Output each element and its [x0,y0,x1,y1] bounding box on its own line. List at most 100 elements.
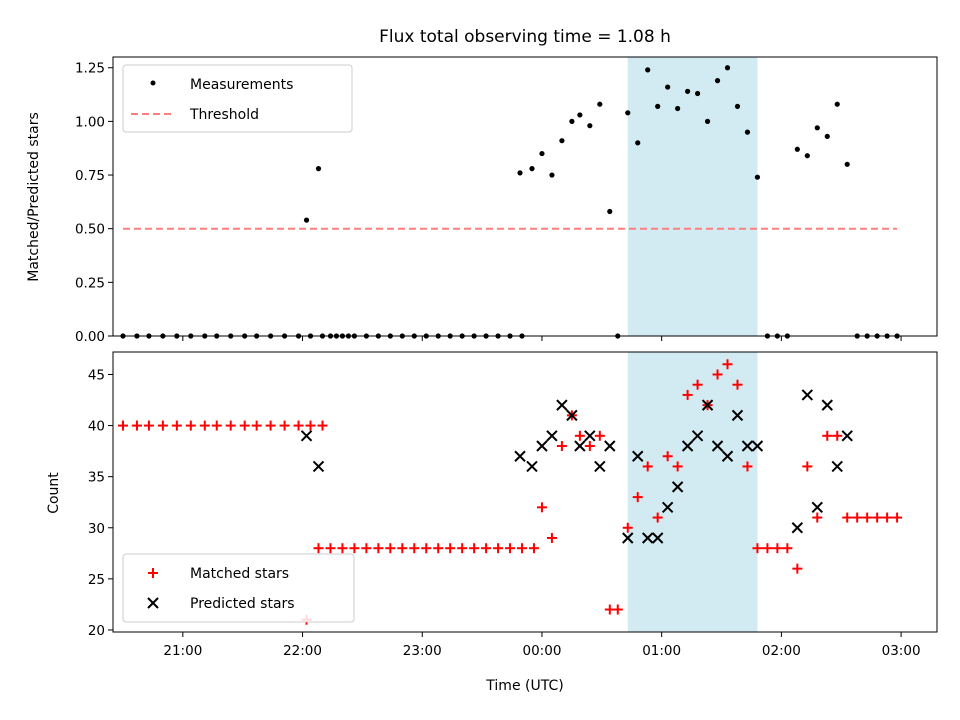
predicted-stars-point [604,440,616,452]
measurement-point [714,78,721,84]
predicted-stars-point [566,409,578,422]
measurement-point [704,118,711,124]
predicted-x-b [741,440,754,452]
predicted-x-b [721,450,734,462]
matched-stars-point [157,420,168,431]
matched-stars-point [642,461,653,472]
predicted-stars-point [514,450,526,462]
bottom-y-ticks: 20 25 30 35 40 45 [88,367,113,639]
x-tick-label: 23:00 [403,643,442,659]
predicted-stars-point [841,430,853,442]
matched-stars-point [682,389,693,400]
predicted-stars-point [671,481,684,493]
measurement-point [834,101,840,107]
bottom-axes-frame [112,351,938,633]
measurement-point [754,174,761,180]
matched-stars-point [732,379,743,390]
bottom-panel: 20 25 30 35 40 45 21:00 22:00 23:00 00:00 01:00 02… [46,351,938,694]
matched-stars-point [652,512,663,523]
predicted-x-b [751,440,764,452]
matched-stars-point [792,563,803,574]
matched-stars-point [211,420,222,431]
legend-matched-marker [148,568,158,578]
legend-matched-label: Matched stars [190,566,289,582]
matched-stars-point [672,461,683,472]
matched-stars-point [457,543,468,554]
matched-stars-point [117,420,128,431]
matched-stars-point [622,522,633,533]
predicted-x-b [821,399,833,411]
predicted-x-b [514,450,526,462]
matched-stars-point [313,543,324,554]
bottom-legend-box [122,553,355,623]
matched-stars-point [782,543,793,554]
matched-stars-point [349,543,360,554]
predicted-x-b [791,522,804,534]
matched-stars-point [517,543,528,554]
legend-measurements-marker [150,80,156,86]
measurement-point [549,172,555,178]
matched-stars-point [251,420,262,431]
predicted-x-b [691,430,704,442]
matched-stars-point [862,512,873,523]
measurement-point [635,140,641,146]
matched-stars-point [305,420,316,431]
top-legend-box [122,64,353,133]
predicted-x-b [641,532,654,544]
matched-stars-point [802,461,813,472]
matched-stars-point [822,430,833,441]
predicted-stars-point [536,440,548,452]
measurement-point [645,67,651,73]
y-tick-label: 30 [88,521,105,537]
predicted-x-b [711,440,724,452]
matched-stars-point [199,420,210,431]
predicted-stars-point [651,532,664,544]
measurement-point [607,208,613,215]
matched-stars-point [317,420,328,431]
matched-stars-point [493,543,504,554]
measurement-point [559,138,565,144]
top-x-ticks [182,336,902,341]
measurement-point [665,84,671,90]
matched-stars-point [662,451,673,462]
top-span [627,57,758,336]
y-tick-label: 0.50 [75,222,105,238]
legend-measurements-label: Measurements [190,77,293,93]
predicted-stars-point [661,501,674,514]
x-tick-label: 21:00 [163,643,202,659]
legend-predicted-marker [147,597,159,609]
matched-stars-point [265,420,276,431]
measurement-point [734,103,741,109]
predicted-stars-point [546,430,558,442]
predicted-stars-point [556,399,568,411]
matched-stars-point [574,430,585,441]
predicted-x-b [661,501,674,514]
predicted-x-b [526,460,538,473]
predicted-stars-point [801,389,814,401]
matched-stars-point [556,441,567,452]
measurement-point [804,153,810,159]
predicted-x-b [801,389,814,401]
predicted-stars-point [741,440,754,452]
predicted-x-b [681,440,694,452]
predicted-stars-point [312,460,325,473]
predicted-x-b [831,460,843,473]
matched-stars-point [852,512,863,523]
matched-stars-point [337,543,348,554]
bottom-span [627,352,758,632]
predicted-x-b [701,399,714,411]
matched-stars-point [632,492,643,503]
matched-stars-point [409,543,420,554]
legend-predicted-label: Predicted stars [190,596,295,612]
bottom-x-ticks: 21:00 22:00 23:00 00:00 01:00 02:00 03:00 [163,632,921,659]
predicted-stars-point [641,532,654,544]
matched-stars-point [584,441,595,452]
predicted-stars-point [691,430,704,442]
measurement-point [724,65,731,71]
matched-stars-point [185,420,196,431]
measurement-point [675,105,681,112]
matched-stars-point [131,420,142,431]
matched-stars-point [385,543,396,554]
matched-stars-point [692,379,703,390]
